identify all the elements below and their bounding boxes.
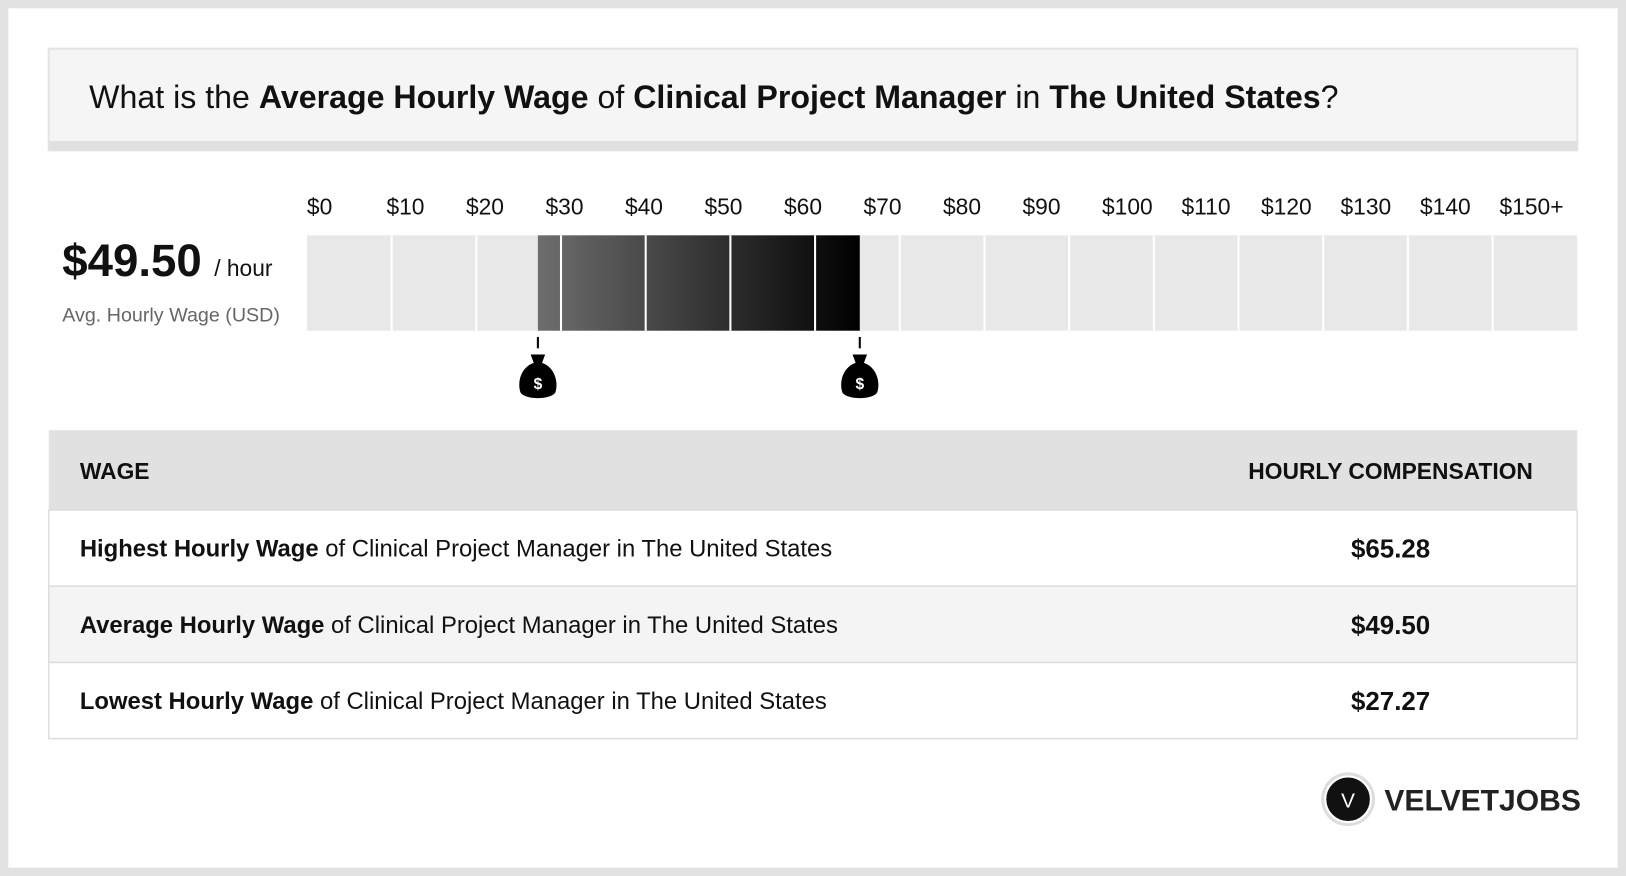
scale-tick-label: $140 [1420, 194, 1471, 220]
row-label-rest: of Clinical Project Manager in The Unite… [324, 612, 838, 639]
scale-tick-label: $150+ [1499, 194, 1563, 220]
money-bag [841, 354, 879, 399]
row-label: Highest Hourly Wage of Clinical Project … [80, 536, 832, 563]
scale-tick-label: $120 [1261, 194, 1312, 220]
title-part: Clinical Project Manager [633, 79, 1007, 115]
scale-tick-label: $10 [386, 194, 424, 220]
scale-tick-label: $130 [1340, 194, 1391, 220]
money-symbol: $ [855, 376, 864, 393]
scale-tick-label: $110 [1181, 194, 1230, 220]
row-value: $27.27 [1351, 688, 1430, 716]
row-label-rest: of Clinical Project Manager in The Unite… [313, 688, 827, 715]
avg-unit: / hour [214, 255, 273, 281]
brand-name: VELVETJOBS [1384, 785, 1580, 818]
col-header: HOURLY COMPENSATION [1248, 458, 1533, 484]
avg-caption: Avg. Hourly Wage (USD) [62, 304, 280, 326]
table-row [47, 661, 1579, 740]
avg-value: $49.50 [62, 235, 202, 286]
title-part: of [589, 79, 634, 115]
title-part: in [1006, 79, 1049, 115]
scale-tick-label: $40 [625, 194, 663, 220]
scale-tick-label: $60 [784, 194, 822, 220]
title-part: Average Hourly Wage [259, 79, 589, 115]
avg-wage: $49.50 / hour [62, 235, 273, 286]
row-label: Lowest Hourly Wage of Clinical Project M… [80, 688, 827, 715]
scale-tick-label: $80 [943, 194, 981, 220]
table-row [47, 509, 1579, 588]
row-value: $49.50 [1351, 612, 1430, 640]
header-rule [48, 140, 1578, 151]
scale-tick-label: $30 [545, 194, 583, 220]
scale-tick-label: $100 [1102, 194, 1153, 220]
table-header-bg [48, 430, 1578, 511]
scale-tick-label: $50 [704, 194, 742, 220]
scale-tick-label: $70 [863, 194, 901, 220]
row-label-bold: Average Hourly Wage [80, 612, 325, 639]
title-part: What is the [89, 79, 259, 115]
scale-tick-label: $90 [1022, 194, 1060, 220]
money-symbol: $ [534, 376, 543, 393]
logo-circle [1324, 775, 1372, 824]
header-box [47, 47, 1579, 152]
scale-tick-label: $20 [466, 194, 504, 220]
title-part: The United States [1049, 79, 1320, 115]
row-label-bold: Highest Hourly Wage [80, 536, 319, 563]
col-header: WAGE [80, 458, 150, 484]
row-label: Average Hourly Wage of Clinical Project … [80, 612, 838, 639]
title: What is the Average Hourly Wage of Clini… [89, 79, 1338, 115]
row-label-bold: Lowest Hourly Wage [80, 688, 313, 715]
scale-track [306, 235, 1578, 331]
table-row [47, 585, 1579, 664]
scale-tick-label: $0 [307, 194, 332, 220]
wage-range [537, 235, 860, 331]
logo-initial: V [1341, 790, 1355, 813]
row-value: $65.28 [1351, 536, 1430, 564]
title-part: ? [1321, 79, 1339, 115]
row-label-rest: of Clinical Project Manager in The Unite… [319, 536, 833, 563]
money-bag [519, 354, 557, 399]
